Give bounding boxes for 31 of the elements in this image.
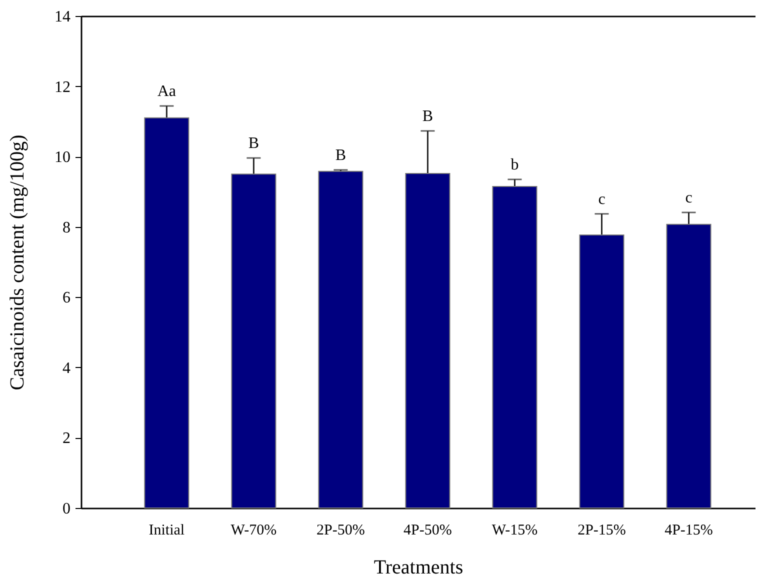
bar xyxy=(144,117,190,508)
bar xyxy=(318,170,364,508)
x-tick-label: 4P-50% xyxy=(404,522,452,538)
x-axis-title: Treatments xyxy=(374,556,464,578)
y-tick-label: 6 xyxy=(62,290,70,307)
x-tick-label: 4P-15% xyxy=(664,522,713,538)
y-tick-label: 12 xyxy=(54,78,70,96)
annotation: c xyxy=(598,190,606,208)
bar xyxy=(405,172,450,508)
y-tick-label: 0 xyxy=(62,500,70,518)
y-tick-label: 2 xyxy=(62,430,70,448)
bar xyxy=(579,234,624,508)
y-axis-title: Casaicinoids content (mg/100g) xyxy=(6,134,28,390)
annotation: B xyxy=(248,134,260,152)
x-tick-label: W-15% xyxy=(492,522,538,538)
bar xyxy=(492,186,538,508)
x-tick-label: W-70% xyxy=(230,522,277,538)
y-tick-label: 8 xyxy=(62,219,70,236)
annotation: B xyxy=(422,108,434,125)
annotation: B xyxy=(335,146,346,164)
x-tick-label: 2P-50% xyxy=(316,522,365,538)
y-tick-label: 4 xyxy=(62,360,70,377)
annotation: c xyxy=(685,189,692,206)
bar xyxy=(231,174,276,508)
annotation: Aa xyxy=(157,82,176,100)
x-tick-label: Initial xyxy=(148,522,185,538)
x-tick-label: 2P-15% xyxy=(578,522,626,538)
annotation: b xyxy=(510,156,519,174)
bar xyxy=(666,224,712,508)
y-tick-label: 10 xyxy=(54,149,70,166)
y-tick-label: 14 xyxy=(54,8,70,26)
